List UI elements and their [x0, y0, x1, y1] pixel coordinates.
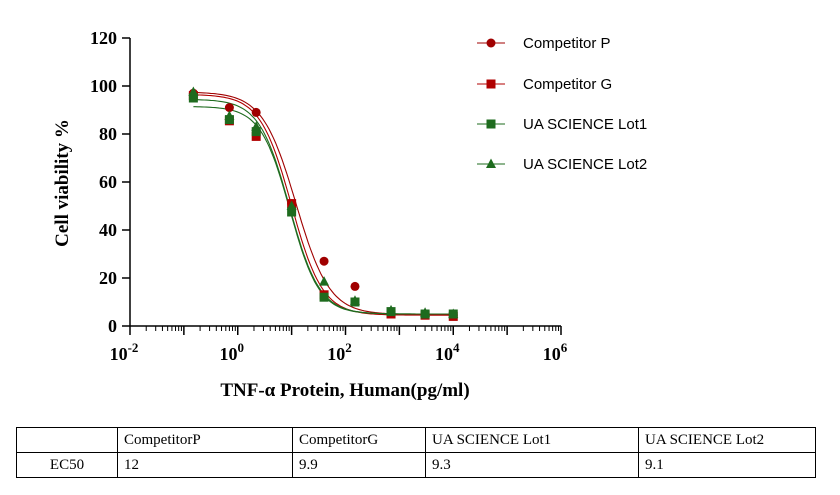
y-tick-label: 80	[99, 124, 117, 144]
table-cell: 12	[117, 452, 293, 478]
x-tick-label: 104	[435, 340, 460, 364]
y-tick-label: 0	[108, 316, 117, 336]
data-point	[224, 110, 235, 120]
table-row: EC50 12 9.9 9.3 9.1	[16, 452, 816, 478]
legend-label: Competitor P	[523, 35, 611, 52]
y-tick-label: 20	[99, 268, 117, 288]
legend-marker	[486, 38, 496, 48]
data-point	[224, 103, 234, 113]
data-point	[287, 207, 297, 217]
data-point	[386, 304, 397, 315]
data-point	[448, 308, 459, 318]
legend-marker	[486, 79, 496, 89]
table-row-label: EC50	[16, 452, 118, 478]
legend-label: UA SCIENCE Lot2	[523, 156, 647, 173]
legend-label: Competitor G	[523, 76, 612, 93]
data-point	[319, 292, 329, 302]
data-point	[188, 86, 199, 96]
table-cell: 9.9	[292, 452, 426, 478]
legend-marker	[486, 119, 496, 129]
y-tick-label: 40	[99, 220, 117, 240]
table-header-cell	[16, 427, 118, 453]
table-header-cell: CompetitorP	[117, 427, 293, 453]
data-point	[286, 200, 297, 210]
x-tick-label: 106	[543, 340, 568, 364]
data-point	[319, 276, 330, 286]
dose-response-chart: 0 20 40 60 80 100 120 10-2 100 102 104 106 Competit…	[52, 28, 647, 401]
data-point	[251, 131, 261, 141]
x-tick-label: 100	[220, 340, 245, 364]
data-point	[188, 93, 198, 103]
table-cell: 9.3	[425, 452, 639, 478]
x-axis-title: TNF-α Protein, Human(pg/ml)	[220, 380, 469, 401]
table-header-cell: CompetitorG	[292, 427, 426, 453]
table-cell: 9.1	[638, 452, 816, 478]
table-header-row: CompetitorP CompetitorG UA SCIENCE Lot1 …	[16, 427, 816, 453]
data-point	[350, 281, 360, 291]
table-header-cell: UA SCIENCE Lot1	[425, 427, 639, 453]
ec50-table: CompetitorP CompetitorG UA SCIENCE Lot1 …	[16, 427, 816, 478]
axes: 0 20 40 60 80 100 120 10-2 100 102 104 106	[90, 28, 568, 364]
x-tick-label: 10-2	[110, 340, 139, 364]
legend: Competitor P Competitor G UA SCIENCE Lot1 U…	[477, 35, 647, 173]
fit-curve	[193, 94, 454, 316]
y-tick-label: 120	[90, 28, 117, 48]
table-header-cell: UA SCIENCE Lot2	[638, 427, 816, 453]
data-point	[319, 256, 329, 266]
data-point	[251, 127, 261, 137]
data-point	[349, 295, 360, 305]
data-point	[251, 121, 262, 131]
data-markers	[188, 86, 459, 321]
y-tick-label: 100	[90, 76, 117, 96]
data-point	[251, 107, 261, 117]
y-tick-label: 60	[99, 172, 117, 192]
data-point	[420, 307, 431, 317]
x-tick-label: 102	[327, 340, 352, 364]
legend-label: UA SCIENCE Lot1	[523, 116, 647, 133]
legend-marker	[486, 158, 496, 168]
y-axis-title: Cell viability %	[52, 119, 73, 247]
